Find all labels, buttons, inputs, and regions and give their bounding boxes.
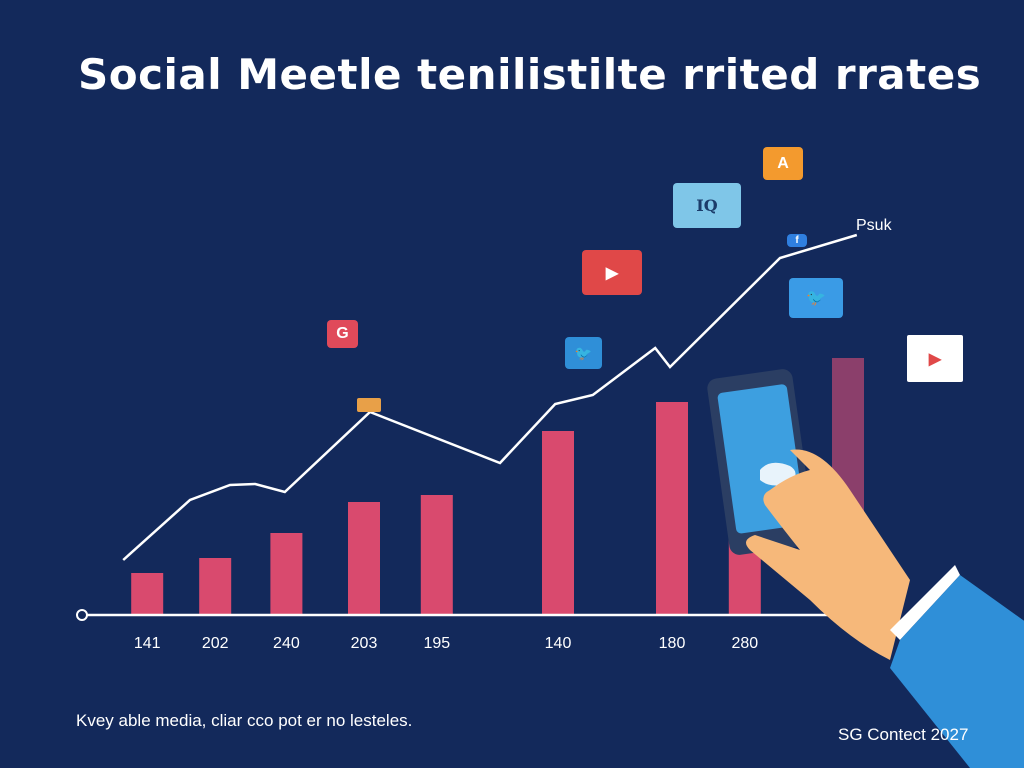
- line-series-label: Psuk: [856, 217, 893, 234]
- facebook-icon: f: [787, 234, 807, 247]
- bar: [542, 431, 574, 615]
- twitter-icon: 🐦: [565, 337, 602, 369]
- x-tick-label: 195: [423, 635, 450, 652]
- play-glyph: ▶: [605, 264, 619, 282]
- video-card-icon: ▶: [907, 335, 963, 382]
- x-tick-label: 180: [659, 635, 686, 652]
- credit-text: SG Contect 2027: [838, 725, 969, 744]
- footer-note: Kvey able media, cliar cco pot er no les…: [76, 711, 413, 730]
- f-glyph: f: [795, 235, 799, 246]
- x-tick-label: 141: [134, 635, 161, 652]
- bar: [656, 402, 688, 615]
- google-icon: G: [327, 320, 358, 348]
- letter-a-icon: A: [763, 147, 803, 180]
- x-tick-label: 203: [351, 635, 378, 652]
- twitter-bubble-icon: 🐦: [789, 278, 843, 318]
- chat-glyph: IQ: [696, 196, 718, 215]
- youtube-icon: ▶: [582, 250, 642, 295]
- bar: [348, 502, 380, 615]
- bar: [131, 573, 164, 615]
- x-tick-label: 280: [731, 635, 758, 652]
- series-line: [122, 233, 858, 561]
- play-glyph: ▶: [928, 350, 942, 368]
- x-tick-label: 240: [273, 635, 300, 652]
- chat-bubble-icon: IQ: [673, 183, 741, 228]
- hand-holding-phone-illustration: [707, 369, 1024, 768]
- x-tick-label: 140: [545, 635, 572, 652]
- chart-title: Social Meetle tenilistilte rrited rrates: [78, 50, 982, 99]
- bird-glyph: 🐦: [574, 344, 593, 361]
- google-glyph: G: [336, 325, 349, 342]
- bar: [420, 495, 453, 615]
- bar: [199, 558, 232, 615]
- axis-origin-marker: [76, 609, 88, 621]
- chrome-icon: [357, 398, 381, 412]
- bird-glyph: 🐦: [806, 290, 826, 307]
- x-tick-label: 202: [202, 635, 229, 652]
- bar: [270, 533, 303, 615]
- a-glyph: A: [777, 154, 789, 172]
